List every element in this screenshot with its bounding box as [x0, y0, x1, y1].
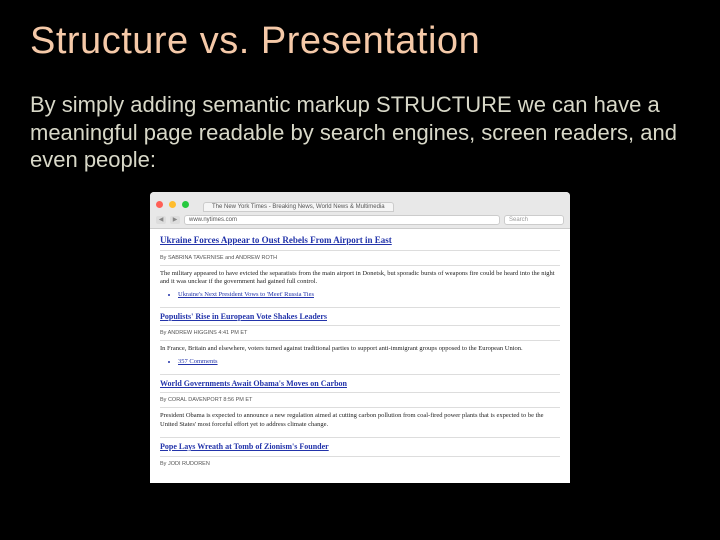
article: World Governments Await Obama's Moves on… [160, 379, 560, 429]
divider [160, 307, 560, 308]
slide-title: Structure vs. Presentation [30, 20, 690, 63]
related-link: 357 Comments [178, 357, 560, 366]
search-bar: Search [504, 215, 564, 225]
minimize-icon [169, 201, 176, 208]
forward-icon: ▶ [170, 216, 180, 224]
tab-bar: The New York Times - Breaking News, Worl… [203, 195, 394, 213]
back-icon: ◀ [156, 216, 166, 224]
article: Populists' Rise in European Vote Shakes … [160, 312, 560, 366]
maximize-icon [182, 201, 189, 208]
headline: Populists' Rise in European Vote Shakes … [160, 312, 560, 322]
headline: Ukraine Forces Appear to Oust Rebels Fro… [160, 235, 560, 246]
divider [160, 392, 560, 393]
divider [160, 250, 560, 251]
browser-tab: The New York Times - Breaking News, Worl… [203, 202, 394, 212]
divider [160, 374, 560, 375]
divider [160, 340, 560, 341]
url-row: ◀ ▶ www.nytimes.com Search [156, 215, 564, 225]
url-bar: www.nytimes.com [184, 215, 500, 225]
summary: The military appeared to have evicted th… [160, 270, 560, 287]
divider [160, 456, 560, 457]
page-content: Ukraine Forces Appear to Oust Rebels Fro… [150, 229, 570, 483]
byline: By ANDREW HIGGINS 4:41 PM ET [160, 330, 560, 336]
close-icon [156, 201, 163, 208]
headline: Pope Lays Wreath at Tomb of Zionism's Fo… [160, 442, 560, 452]
traffic-lights [156, 195, 191, 213]
slide-body-text: By simply adding semantic markup STRUCTU… [30, 91, 690, 174]
divider [160, 407, 560, 408]
slide-container: Structure vs. Presentation By simply add… [0, 0, 720, 483]
browser-chrome: The New York Times - Breaking News, Worl… [150, 192, 570, 229]
headline: World Governments Await Obama's Moves on… [160, 379, 560, 389]
article: Ukraine Forces Appear to Oust Rebels Fro… [160, 235, 560, 299]
byline: By JODI RUDOREN [160, 461, 560, 467]
summary: President Obama is expected to announce … [160, 412, 560, 429]
embedded-screenshot: The New York Times - Breaking News, Worl… [150, 192, 570, 483]
link-list: 357 Comments [178, 357, 560, 366]
byline: By SABRINA TAVERNISE and ANDREW ROTH [160, 255, 560, 261]
link-list: Ukraine's Next President Vows to 'Meet' … [178, 290, 560, 299]
article: Pope Lays Wreath at Tomb of Zionism's Fo… [160, 442, 560, 467]
divider [160, 437, 560, 438]
divider [160, 265, 560, 266]
related-link: Ukraine's Next President Vows to 'Meet' … [178, 290, 560, 299]
divider [160, 325, 560, 326]
summary: In France, Britain and elsewhere, voters… [160, 345, 560, 353]
byline: By CORAL DAVENPORT 8:56 PM ET [160, 397, 560, 403]
